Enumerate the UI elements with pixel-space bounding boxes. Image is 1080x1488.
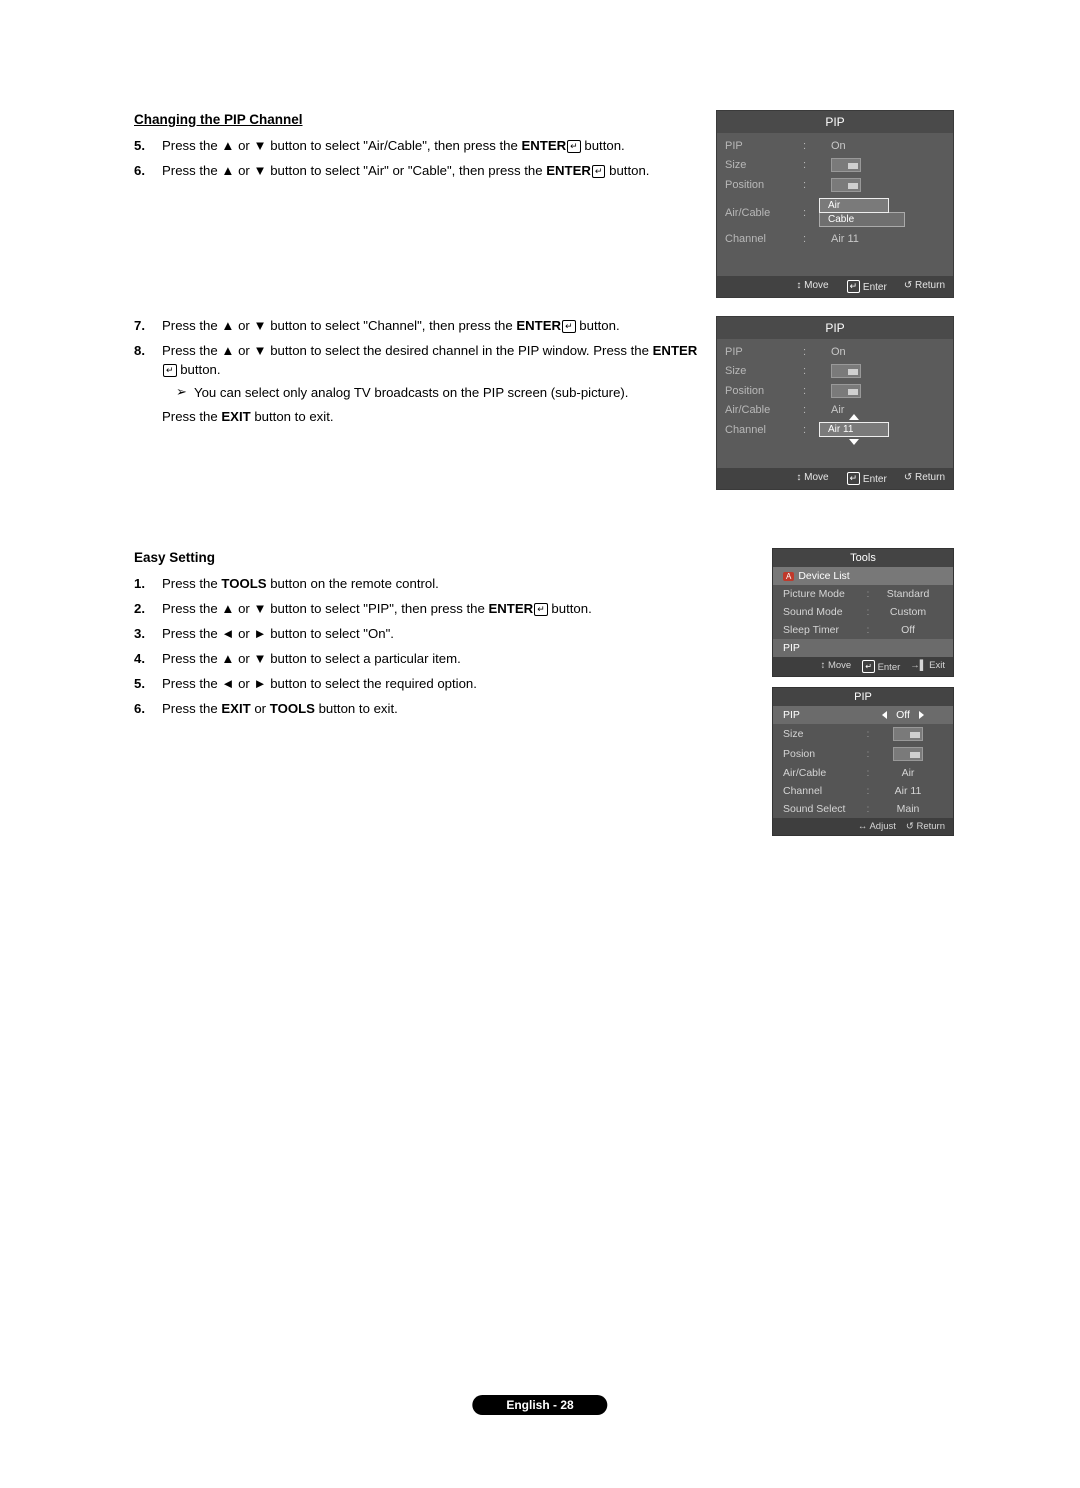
section-easy-setting: Easy Setting 1. Press the TOOLS button o… (134, 548, 746, 846)
size-icon (831, 364, 861, 378)
tools-row-sleep[interactable]: Sleep Timer : Off (773, 621, 953, 639)
anynet-badge-icon: A (783, 572, 794, 581)
enter-icon: ↵ (163, 364, 177, 377)
page-number: English - 28 (472, 1395, 607, 1415)
step-6: 6. Press the ▲ or ▼ button to select "Ai… (134, 161, 698, 180)
osd-row-channel[interactable]: Channel : Air 11 (725, 419, 945, 440)
section-title: Easy Setting (134, 548, 746, 568)
arrow-down-icon (849, 439, 859, 445)
dropdown-channel[interactable]: Air 11 (819, 422, 889, 437)
pip-subpanel-footer: ↔ Adjust ↺ Return (773, 818, 953, 835)
osd-row-position[interactable]: Position : (725, 381, 945, 401)
pip-row-aircable[interactable]: Air/Cable : Air (773, 764, 953, 782)
osd-row-channel[interactable]: Channel : Air 11 (725, 230, 945, 248)
tools-row-pip[interactable]: PIP (773, 639, 953, 657)
osd-pip-aircable: PIP PIP : On Size : Position : (716, 110, 954, 298)
step-5b: 5. Press the ◄ or ► button to select the… (134, 674, 746, 693)
osd-title: PIP (717, 111, 953, 133)
tools-row-picture[interactable]: Picture Mode : Standard (773, 585, 953, 603)
pip-subpanel: PIP PIP Off Size : Posion : (772, 687, 954, 836)
step-5: 5. Press the ▲ or ▼ button to select "Ai… (134, 136, 698, 155)
pip-row-pip[interactable]: PIP Off (773, 706, 953, 724)
osd-row-size[interactable]: Size : (725, 155, 945, 175)
dropdown-aircable[interactable]: Air (819, 198, 889, 213)
tools-title: Tools (773, 549, 953, 567)
arrow-up-icon (849, 414, 859, 420)
osd-row-position[interactable]: Position : (725, 175, 945, 195)
osd-row-size[interactable]: Size : (725, 361, 945, 381)
pip-subpanel-title: PIP (773, 688, 953, 706)
tools-panel: Tools A Device List Picture Mode : Stand… (772, 548, 954, 677)
osd-footer: ↕ Move ↵ Enter ↺ Return (717, 276, 953, 297)
position-icon (831, 178, 861, 192)
arrow-left-icon[interactable] (882, 711, 887, 719)
step-2: 2. Press the ▲ or ▼ button to select "PI… (134, 599, 746, 618)
enter-icon: ↵ (562, 320, 576, 333)
pip-row-channel[interactable]: Channel : Air 11 (773, 782, 953, 800)
dropdown-list[interactable]: Cable (819, 212, 905, 227)
step-6b: 6. Press the EXIT or TOOLS button to exi… (134, 699, 746, 718)
step-7: 7. Press the ▲ or ▼ button to select "Ch… (134, 316, 698, 335)
osd-row-aircable[interactable]: Air/Cable : Air Cable (725, 195, 945, 230)
osd-footer: ↕ Move ↵ Enter ↺ Return (717, 468, 953, 489)
tools-footer: ↕ Move ↵ Enter →▌ Exit (773, 657, 953, 676)
section-changing-pip: Changing the PIP Channel 5. Press the ▲ … (134, 110, 698, 306)
size-icon (893, 727, 923, 741)
enter-icon: ↵ (592, 165, 606, 178)
osd-title: PIP (717, 317, 953, 339)
position-icon (831, 384, 861, 398)
section-title: Changing the PIP Channel (134, 110, 698, 130)
tools-device-list[interactable]: A Device List (773, 567, 953, 585)
tools-row-sound[interactable]: Sound Mode : Custom (773, 603, 953, 621)
step-8: 8. Press the ▲ or ▼ button to select the… (134, 341, 698, 426)
note: ➢ You can select only analog TV broadcas… (176, 383, 698, 402)
osd-row-pip[interactable]: PIP : On (725, 343, 945, 361)
arrow-right-icon[interactable] (919, 711, 924, 719)
enter-icon: ↵ (567, 140, 581, 153)
osd-pip-channel: PIP PIP : On Size : Position : (716, 316, 954, 490)
step-4: 4. Press the ▲ or ▼ button to select a p… (134, 649, 746, 668)
pip-row-soundselect[interactable]: Sound Select : Main (773, 800, 953, 818)
enter-icon: ↵ (534, 603, 548, 616)
osd-row-pip[interactable]: PIP : On (725, 137, 945, 155)
position-icon (893, 747, 923, 761)
step-3: 3. Press the ◄ or ► button to select "On… (134, 624, 746, 643)
osd-row-aircable[interactable]: Air/Cable : Air (725, 401, 945, 419)
pip-row-position[interactable]: Posion : (773, 744, 953, 764)
size-icon (831, 158, 861, 172)
pip-row-size[interactable]: Size : (773, 724, 953, 744)
step-1: 1. Press the TOOLS button on the remote … (134, 574, 746, 593)
